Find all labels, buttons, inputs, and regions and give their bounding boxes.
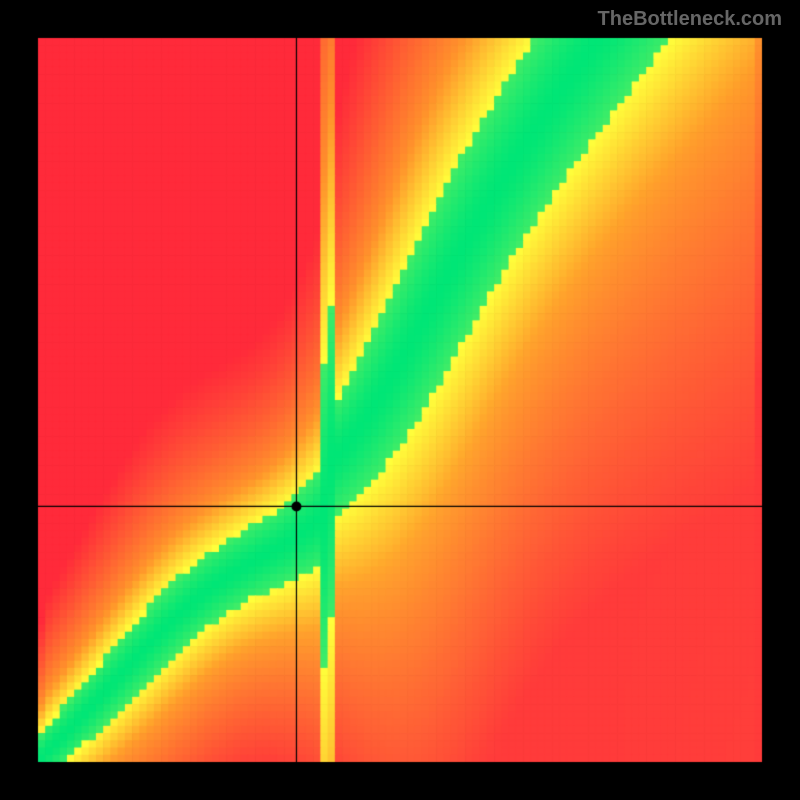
- watermark-text: TheBottleneck.com: [598, 8, 782, 31]
- bottleneck-heatmap: [0, 0, 800, 800]
- chart-container: TheBottleneck.com: [0, 0, 800, 800]
